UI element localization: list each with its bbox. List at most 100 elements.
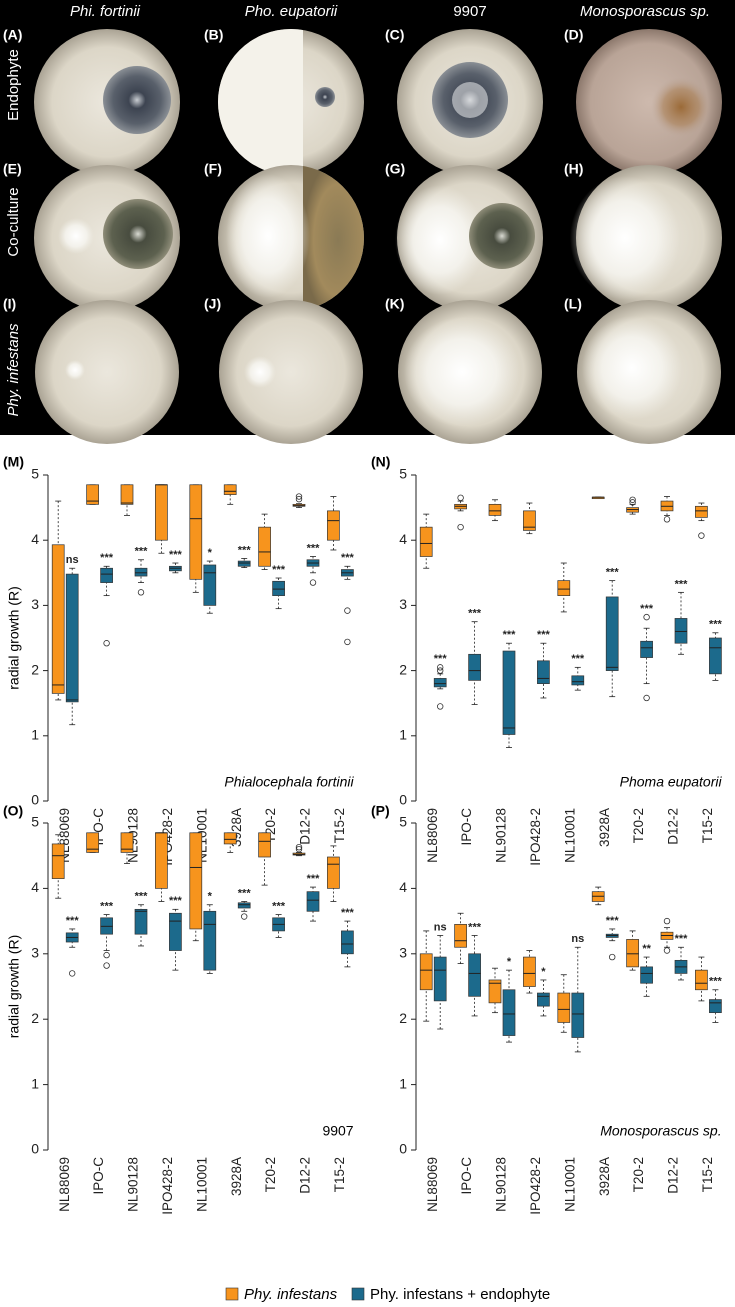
significance-label: ***: [675, 578, 689, 590]
box: [223, 484, 237, 495]
y-tick-label: 5: [31, 814, 39, 830]
box: [557, 992, 571, 1023]
box: [537, 660, 550, 684]
x-tick-label: NL88069: [425, 808, 440, 863]
mycelium: [570, 176, 680, 300]
outlier: [663, 947, 671, 954]
box: [258, 526, 271, 567]
x-tick-label: 3928A: [597, 1157, 612, 1196]
y-tick-label: 0: [399, 1141, 407, 1157]
box: [86, 484, 99, 505]
box: [695, 505, 708, 518]
significance-label: ***: [272, 900, 286, 912]
panel-label: (L): [564, 296, 582, 312]
significance-label: ***: [272, 564, 286, 576]
y-tick-label: 3: [31, 945, 39, 961]
x-tick-label: T20-2: [263, 1157, 278, 1192]
box: [155, 832, 168, 889]
x-tick-label: 3928A: [597, 808, 612, 847]
significance-label: ***: [100, 900, 114, 912]
y-tick-label: 1: [399, 727, 407, 743]
box: [537, 992, 550, 1007]
y-tick-label: 4: [399, 531, 407, 547]
x-tick-label: T20-2: [631, 808, 646, 843]
significance-label: ***: [640, 603, 654, 615]
box: [605, 596, 619, 671]
outlier: [295, 843, 303, 851]
box: [523, 956, 536, 987]
significance-label: ***: [709, 976, 723, 988]
y-tick-label: 3: [399, 596, 407, 612]
x-tick-label: NL88069: [425, 1157, 440, 1212]
row-label: Co-culture: [5, 187, 22, 256]
box: [468, 953, 481, 997]
panel-label: (G): [385, 161, 405, 177]
box: [557, 580, 571, 596]
column-header: Phi. fortinii: [70, 3, 141, 20]
y-tick-label: 3: [31, 596, 39, 612]
panel-label: (C): [385, 27, 404, 43]
box: [155, 484, 168, 541]
significance-label: ***: [468, 921, 482, 933]
y-tick-label: 4: [31, 879, 39, 895]
panel-label: (A): [3, 27, 22, 43]
significance-label: ***: [307, 542, 321, 554]
x-tick-label: NL88069: [57, 1157, 72, 1212]
significance-label: ***: [100, 552, 114, 564]
y-tick-label: 0: [31, 792, 39, 808]
y-tick-label: 1: [31, 1075, 39, 1091]
x-tick-label: IPO428-2: [528, 808, 543, 866]
outlier: [698, 532, 705, 539]
panel-label: (K): [385, 296, 404, 312]
panel-label: (D): [564, 27, 583, 43]
colony: [103, 199, 173, 269]
box: [272, 580, 285, 596]
legend-swatch: [351, 1287, 365, 1301]
significance-label: *: [507, 956, 512, 968]
box: [134, 567, 148, 577]
significance-label: ***: [238, 887, 252, 899]
x-tick-label: D12-2: [666, 808, 681, 845]
box: [203, 910, 217, 971]
box: [86, 832, 99, 853]
outlier: [609, 953, 616, 961]
x-tick-label: T15-2: [332, 1157, 347, 1192]
panel-label: (F): [204, 161, 222, 177]
x-tick-label: T15-2: [700, 1157, 715, 1192]
significance-label: ns: [571, 933, 584, 945]
outlier: [663, 917, 671, 925]
outlier: [103, 962, 110, 969]
panel-label: (I): [3, 296, 16, 312]
significance-label: ***: [341, 552, 355, 564]
outlier: [457, 523, 464, 531]
outlier: [437, 664, 444, 671]
box: [169, 912, 182, 951]
box: [454, 924, 467, 948]
y-tick-label: 5: [399, 466, 407, 482]
box: [327, 510, 340, 541]
significance-label: ***: [169, 895, 183, 907]
petri-dish: [35, 300, 179, 444]
x-tick-label: NL90128: [126, 1157, 141, 1212]
significance-label: ***: [135, 891, 149, 903]
y-tick-label: 2: [31, 661, 39, 677]
x-tick-label: IPO-C: [459, 808, 474, 846]
colony: [103, 66, 171, 134]
box: [258, 832, 271, 858]
panel-label: (H): [564, 161, 583, 177]
significance-label: ***: [135, 546, 149, 558]
significance-label: ***: [307, 873, 321, 885]
outlier: [68, 970, 76, 977]
significance-label: ***: [537, 629, 551, 641]
box: [488, 979, 502, 1004]
petri-dish: [576, 29, 722, 175]
panel-label: (O): [3, 803, 23, 819]
box: [419, 953, 433, 991]
significance-label: ***: [434, 653, 448, 665]
box: [640, 640, 653, 658]
significance-label: *: [541, 966, 546, 978]
legend: Phy. infestans Phy. infestans + endophyt…: [225, 1286, 550, 1303]
box: [327, 856, 340, 889]
petri-dish: [219, 300, 363, 444]
